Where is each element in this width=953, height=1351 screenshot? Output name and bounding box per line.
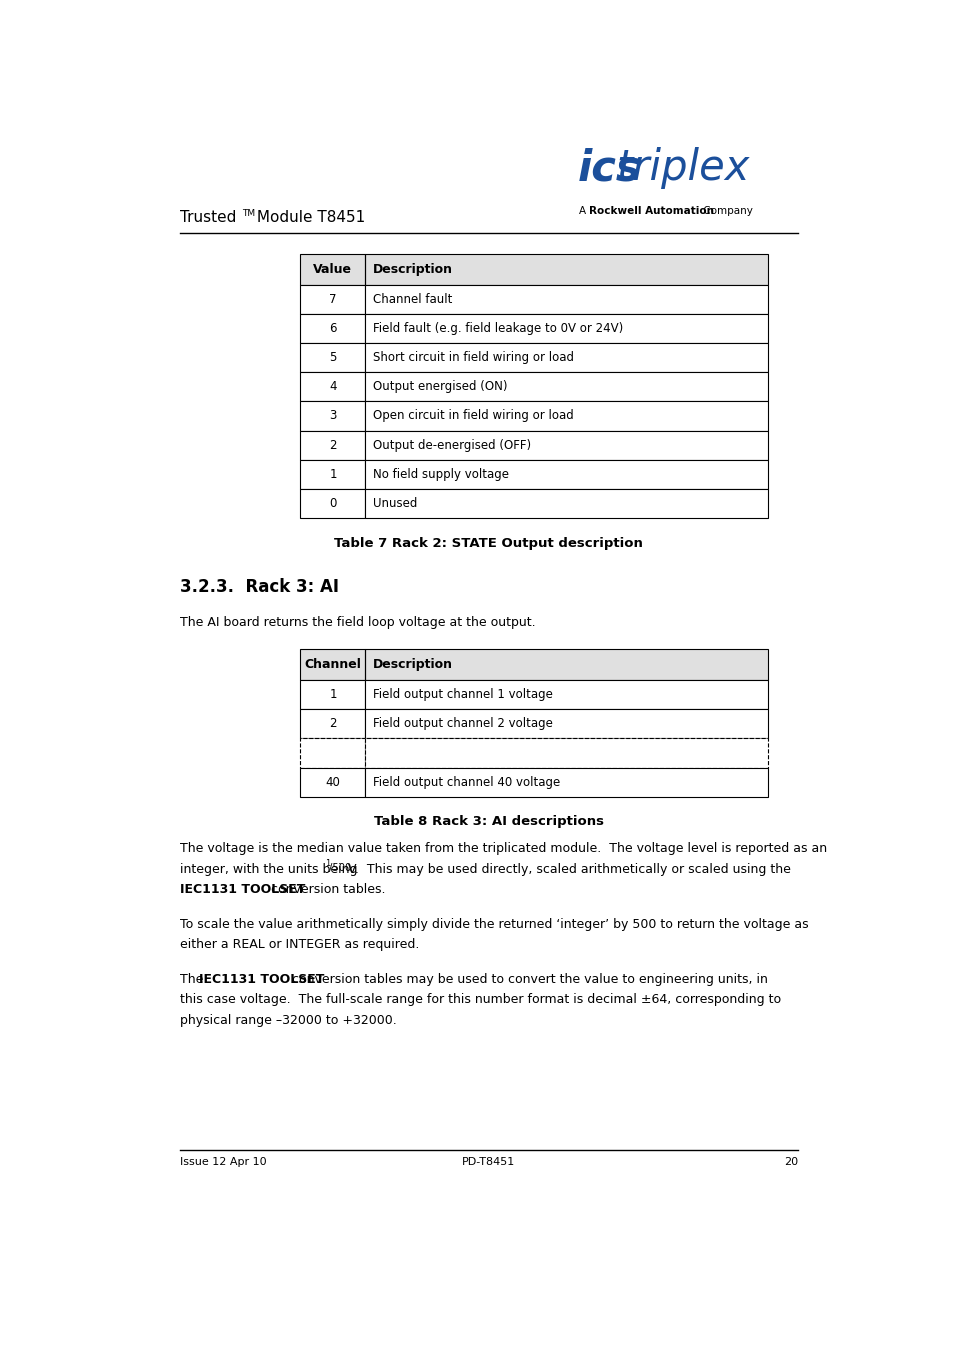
Bar [300, 254, 767, 285]
Text: Issue 12 Apr 10: Issue 12 Apr 10 [180, 1156, 266, 1167]
Bar [365, 373, 767, 401]
Text: Company: Company [700, 205, 753, 216]
Bar [365, 489, 767, 517]
Text: Field output channel 2 voltage: Field output channel 2 voltage [373, 717, 552, 731]
Bar [365, 431, 767, 459]
Text: 2: 2 [329, 717, 336, 731]
Text: PD-T8451: PD-T8451 [462, 1156, 515, 1167]
Text: 0: 0 [329, 497, 336, 509]
Bar [365, 767, 767, 797]
Text: integer, with the units being: integer, with the units being [180, 863, 361, 875]
Text: Table 7 Rack 2: STATE Output description: Table 7 Rack 2: STATE Output description [335, 536, 642, 550]
Text: Rockwell Automation: Rockwell Automation [589, 205, 714, 216]
Bar [300, 709, 365, 739]
Text: Description: Description [373, 658, 453, 671]
Text: Value: Value [314, 262, 352, 276]
Text: 4: 4 [329, 381, 336, 393]
Text: Description: Description [373, 262, 453, 276]
Text: TM: TM [242, 209, 254, 219]
Text: IEC1131 TOOLSET: IEC1131 TOOLSET [199, 973, 324, 986]
Bar [300, 648, 365, 680]
Text: 1: 1 [329, 467, 336, 481]
Text: 1: 1 [324, 859, 330, 867]
Bar [365, 648, 767, 680]
Text: Channel: Channel [304, 658, 361, 671]
Text: To scale the value arithmetically simply divide the returned ‘integer’ by 500 to: To scale the value arithmetically simply… [180, 917, 807, 931]
Text: The voltage is the median value taken from the triplicated module.  The voltage : The voltage is the median value taken fr… [180, 843, 826, 855]
Bar [365, 739, 767, 767]
Bar [365, 401, 767, 431]
Bar [300, 739, 365, 767]
Bar [300, 401, 365, 431]
Text: Open circuit in field wiring or load: Open circuit in field wiring or load [373, 409, 573, 423]
Bar [300, 489, 365, 517]
Text: No field supply voltage: No field supply voltage [373, 467, 508, 481]
Text: Field output channel 1 voltage: Field output channel 1 voltage [373, 688, 552, 701]
Bar [365, 680, 767, 709]
Bar [300, 254, 365, 285]
Bar [300, 648, 767, 680]
Text: A: A [578, 205, 589, 216]
Text: Field output channel 40 voltage: Field output channel 40 voltage [373, 775, 559, 789]
Text: Channel fault: Channel fault [373, 293, 452, 305]
Bar [365, 709, 767, 739]
Bar [365, 459, 767, 489]
Text: 20: 20 [783, 1156, 797, 1167]
Text: The: The [180, 973, 207, 986]
Text: 1: 1 [329, 688, 336, 701]
Bar [365, 285, 767, 313]
Text: 40: 40 [325, 775, 340, 789]
Text: Trusted: Trusted [180, 209, 236, 224]
Text: /500: /500 [329, 863, 351, 873]
Bar [300, 285, 365, 313]
Text: 3: 3 [329, 409, 336, 423]
Bar [300, 680, 365, 709]
Text: 5: 5 [329, 351, 336, 365]
Text: 3.2.3.  Rack 3: AI: 3.2.3. Rack 3: AI [180, 578, 338, 596]
Text: conversion tables.: conversion tables. [267, 884, 385, 896]
Text: 6: 6 [329, 322, 336, 335]
Bar [300, 343, 365, 373]
Bar [365, 343, 767, 373]
Text: conversion tables may be used to convert the value to engineering units, in: conversion tables may be used to convert… [288, 973, 767, 986]
Text: this case voltage.  The full-scale range for this number format is decimal ±64, : this case voltage. The full-scale range … [180, 993, 781, 1006]
Bar [365, 313, 767, 343]
Text: The AI board returns the field loop voltage at the output.: The AI board returns the field loop volt… [180, 616, 535, 628]
Text: IEC1131 TOOLSET: IEC1131 TOOLSET [180, 884, 305, 896]
Text: Unused: Unused [373, 497, 416, 509]
Bar [300, 313, 365, 343]
Text: physical range –32000 to +32000.: physical range –32000 to +32000. [180, 1013, 396, 1027]
Text: 7: 7 [329, 293, 336, 305]
Text: triplex: triplex [616, 147, 749, 189]
Text: 2: 2 [329, 439, 336, 451]
Text: Short circuit in field wiring or load: Short circuit in field wiring or load [373, 351, 574, 365]
Bar [300, 459, 365, 489]
Bar [365, 254, 767, 285]
Text: Table 8 Rack 3: AI descriptions: Table 8 Rack 3: AI descriptions [374, 816, 603, 828]
Text: ics: ics [577, 147, 640, 189]
Bar [300, 767, 365, 797]
Text: Module T8451: Module T8451 [252, 209, 365, 224]
Text: V.  This may be used directly, scaled arithmetically or scaled using the: V. This may be used directly, scaled ari… [348, 863, 790, 875]
Text: Output de-energised (OFF): Output de-energised (OFF) [373, 439, 531, 451]
Bar [300, 373, 365, 401]
Bar [300, 431, 365, 459]
Text: either a REAL or INTEGER as required.: either a REAL or INTEGER as required. [180, 938, 418, 951]
Text: Field fault (e.g. field leakage to 0V or 24V): Field fault (e.g. field leakage to 0V or… [373, 322, 622, 335]
Text: Output energised (ON): Output energised (ON) [373, 381, 507, 393]
